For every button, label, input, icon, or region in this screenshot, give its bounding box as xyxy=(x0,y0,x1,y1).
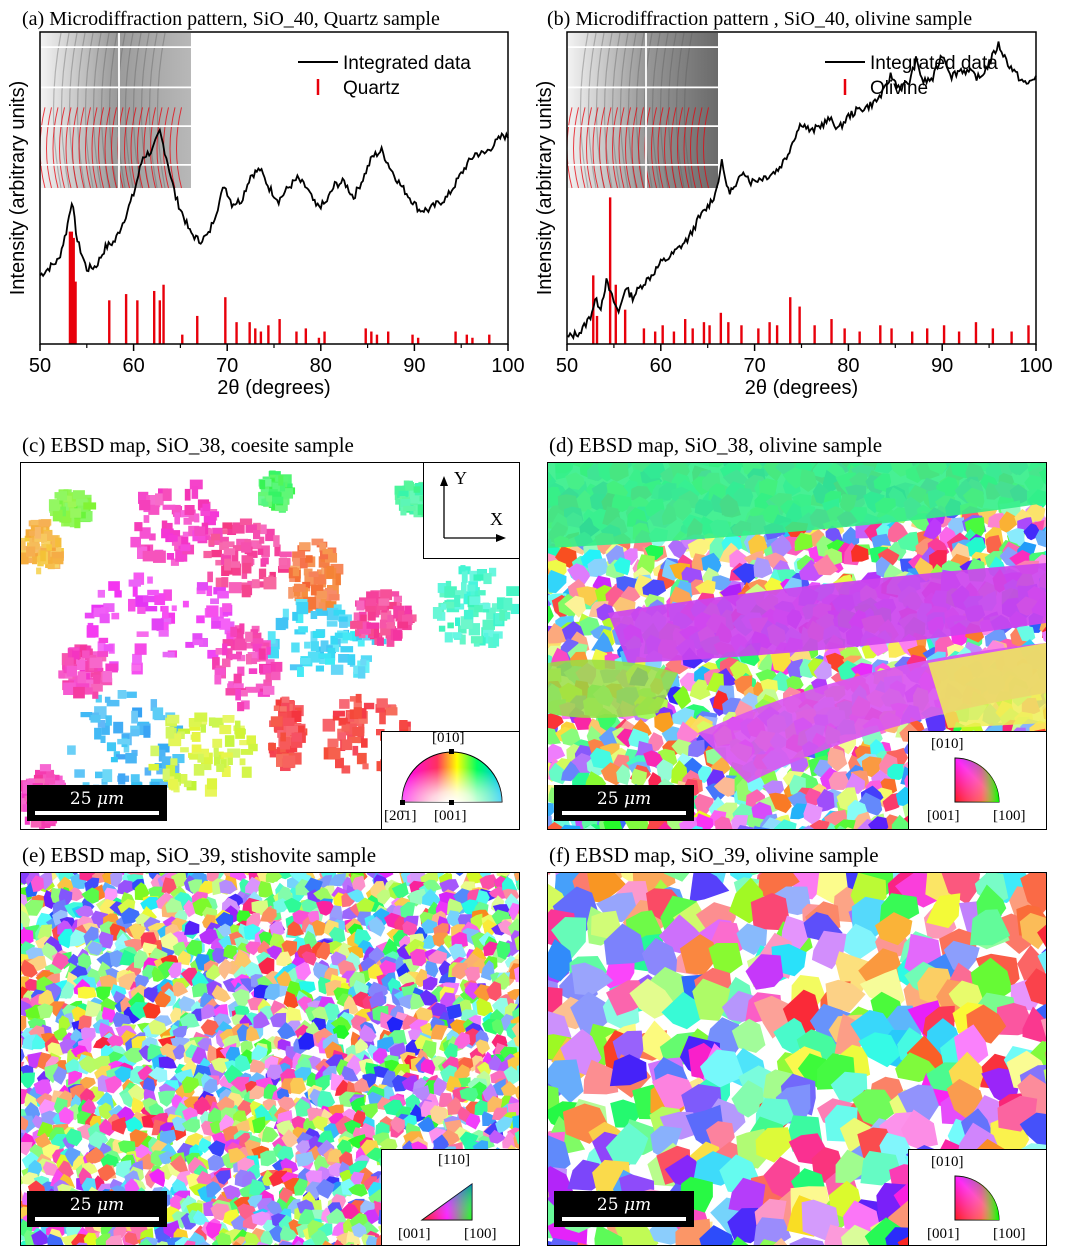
axis-x-label: X xyxy=(490,509,503,530)
scale-bar-c-value: 25 xyxy=(70,789,92,809)
xaxis-label-b: 2θ (degrees) xyxy=(745,377,858,399)
detector-image-inset-b xyxy=(567,33,718,188)
scale-bar-c-unit: μm xyxy=(97,789,124,809)
scale-bar-e-value: 25 xyxy=(70,1195,92,1215)
scale-bar-f-unit: μm xyxy=(624,1195,651,1215)
ipf-f-label-right: [100] xyxy=(993,1226,1026,1243)
ipf-d-label-left: [001] xyxy=(927,808,960,825)
ipf-e-label-top: [110] xyxy=(438,1152,470,1169)
scale-bar-d-unit: μm xyxy=(624,789,651,809)
ipf-key-d: [010] [001] [100] xyxy=(908,731,1047,830)
xtick-label-b-70: 70 xyxy=(743,355,765,377)
xtick-label-a-90: 90 xyxy=(403,355,425,377)
panel-b: (b) Microdiffraction pattern , SiO_40, o… xyxy=(535,0,1071,420)
stick-series-b xyxy=(593,197,1028,344)
panel-c-title: (c) EBSD map, SiO_38, coesite sample xyxy=(22,433,354,458)
ipf-c-label-left: [20̄1] xyxy=(384,808,417,825)
axis-indicator: Y X xyxy=(423,462,520,559)
xtick-label-b-100: 100 xyxy=(1019,355,1052,377)
panel-d-title: (d) EBSD map, SiO_38, olivine sample xyxy=(549,433,882,458)
chart-a: 50 60 70 80 90 100 2θ (degrees) Intensity (arbi… xyxy=(0,0,535,420)
ebsd-map-f-frame: 25 μm xyxy=(547,872,1047,1246)
ipf-key-e: [110] [001] [100] xyxy=(381,1149,520,1246)
ipf-e-label-left: [001] xyxy=(398,1226,431,1243)
scale-bar-d-value: 25 xyxy=(597,789,619,809)
yaxis-label-a: Intensity (arbitrary units) xyxy=(7,81,29,296)
legend-label-a-0: Integrated data xyxy=(343,53,471,74)
ebsd-map-d-frame: 25 μm xyxy=(547,462,1047,830)
scale-bar-f: 25 μm xyxy=(554,1191,694,1227)
scale-bar-e: 25 μm xyxy=(27,1191,167,1227)
ipf-c-label-top: [010] xyxy=(432,730,465,747)
ipf-key-f: [010] [001] [100] xyxy=(908,1149,1047,1246)
panel-e: (e) EBSD map, SiO_39, stishovite sample … xyxy=(0,840,535,1240)
ipf-d-label-top: [010] xyxy=(931,736,964,753)
xtick-label-a-100: 100 xyxy=(491,355,524,377)
xtick-label-b-90: 90 xyxy=(931,355,953,377)
stick-series-a xyxy=(70,232,489,344)
scale-bar-c: 25 μm xyxy=(27,785,167,821)
legend-label-b-1: Olivine xyxy=(870,78,928,99)
panel-f: (f) EBSD map, SiO_39, olivine sample 25 … xyxy=(535,840,1071,1240)
panel-f-title: (f) EBSD map, SiO_39, olivine sample xyxy=(549,843,879,868)
ebsd-map-e-frame: 25 μm [110] xyxy=(20,872,520,1246)
axis-y-label: Y xyxy=(454,468,467,489)
xtick-label-a-60: 60 xyxy=(122,355,144,377)
xtick-label-b-80: 80 xyxy=(837,355,859,377)
xtick-label-a-50: 50 xyxy=(29,355,51,377)
ipf-key-c: [010] [20̄1] [001] xyxy=(381,731,520,830)
scale-bar-e-unit: μm xyxy=(97,1195,124,1215)
panel-d: (d) EBSD map, SiO_38, olivine sample 25 … xyxy=(535,430,1071,835)
chart-b: 50 60 70 80 90 100 2θ (degrees) Intensity (arbi… xyxy=(535,0,1071,420)
axis-arrows-icon xyxy=(424,462,520,558)
legend-label-a-1: Quartz xyxy=(343,78,400,99)
ebsd-map-c-frame: Y X 25 μm xyxy=(20,462,520,830)
legend-label-b-0: Integrated data xyxy=(870,53,998,74)
ipf-d-label-right: [100] xyxy=(993,808,1026,825)
xtick-label-a-70: 70 xyxy=(216,355,238,377)
xtick-label-a-80: 80 xyxy=(310,355,332,377)
ipf-c-label-right: [001] xyxy=(434,808,467,825)
ipf-f-label-left: [001] xyxy=(927,1226,960,1243)
yaxis-label-b: Intensity (arbitrary units) xyxy=(535,81,556,296)
ipf-f-label-top: [010] xyxy=(931,1154,964,1171)
panel-e-title: (e) EBSD map, SiO_39, stishovite sample xyxy=(22,843,376,868)
xtick-label-b-60: 60 xyxy=(650,355,672,377)
xtick-label-b-50: 50 xyxy=(556,355,578,377)
scale-bar-f-value: 25 xyxy=(597,1195,619,1215)
scale-bar-d: 25 μm xyxy=(554,785,694,821)
panel-c: (c) EBSD map, SiO_38, coesite sample Y X… xyxy=(0,430,535,835)
xaxis-label-a: 2θ (degrees) xyxy=(217,377,330,399)
panel-a: (a) Microdiffraction pattern, SiO_40, Qu… xyxy=(0,0,535,420)
ipf-e-label-right: [100] xyxy=(464,1226,497,1243)
